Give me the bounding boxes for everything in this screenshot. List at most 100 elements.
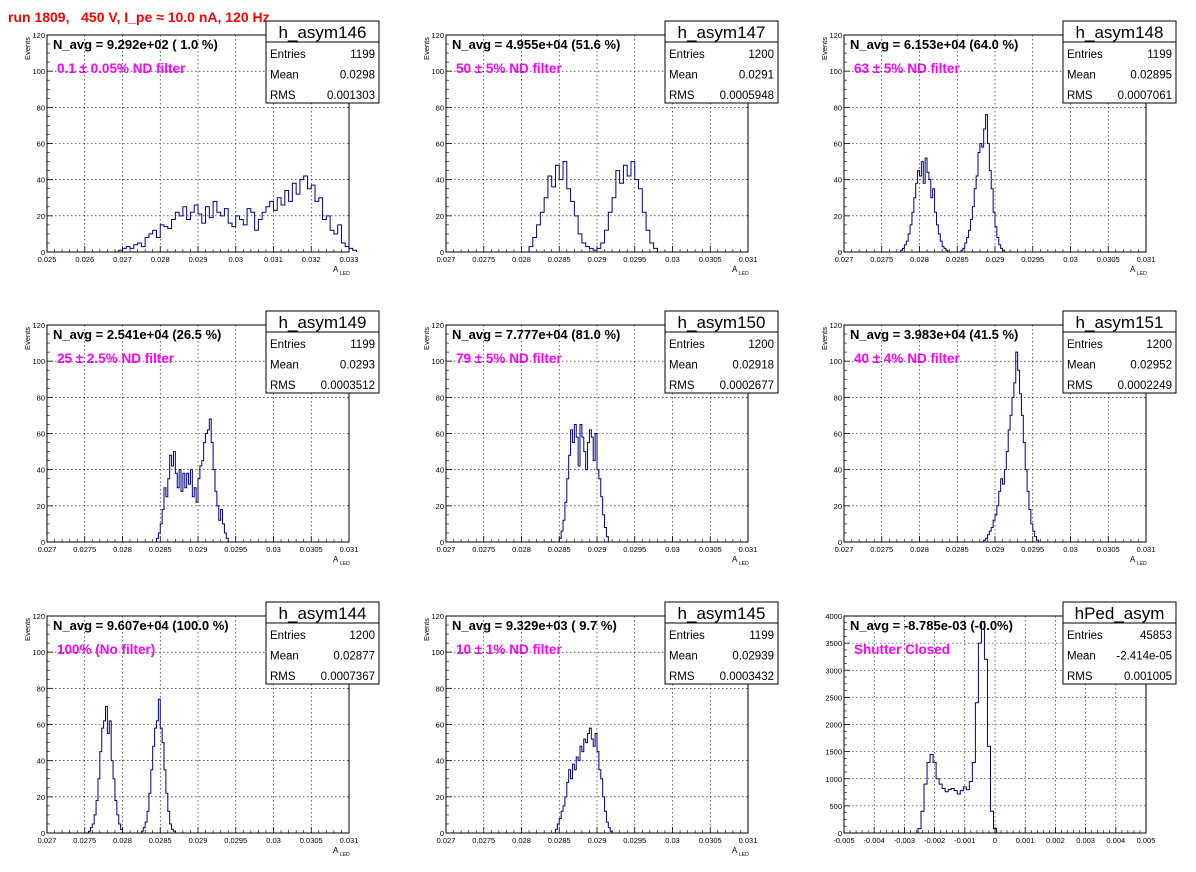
y-tick-label: 120	[431, 31, 444, 40]
stats-label: Entries	[1067, 339, 1103, 351]
x-tick-label: 0.0285	[149, 836, 172, 845]
x-tick-label: 0.0285	[946, 545, 969, 554]
x-tick-label: 0.031	[340, 545, 359, 554]
x-tick-label: 0.028	[910, 545, 929, 554]
y-axis-label: Events	[422, 327, 431, 350]
x-tick-label: 0.028	[512, 836, 531, 845]
stats-label: Mean	[270, 651, 299, 663]
x-tick-label: 0.0285	[946, 255, 969, 264]
x-tick-label: 0.03	[665, 545, 680, 554]
histogram-name: h_asym144	[279, 604, 367, 623]
x-tick-label: 0.031	[739, 545, 758, 554]
histogram-bars	[155, 418, 229, 542]
x-tick-label: 0.031	[1137, 255, 1156, 264]
navg-label: N_avg = 9.329e+03 ( 9.7 %)	[452, 618, 617, 633]
stats-value: 0.001005	[1124, 671, 1172, 683]
x-tick-label: 0	[993, 836, 997, 845]
histogram-bars	[917, 620, 998, 833]
navg-label: N_avg = 9.607e+04 (100.0 %)	[53, 618, 229, 633]
stats-box	[265, 310, 380, 394]
histogram-name: h_asym145	[678, 604, 766, 623]
stats-box	[265, 20, 380, 104]
y-axis-label: Events	[820, 327, 829, 350]
y-tick-label: 100	[829, 67, 842, 76]
y-tick-label: 40	[37, 466, 45, 475]
histogram-bars	[528, 161, 658, 252]
stats-value: 1199	[350, 49, 375, 61]
navg-label: N_avg = 6.153e+04 (64.0 %)	[850, 37, 1018, 52]
stats-label: RMS	[270, 380, 296, 392]
x-axis-label-subscript: LED	[340, 561, 350, 567]
y-axis-label: Events	[422, 618, 431, 641]
y-tick-label: 1500	[825, 748, 842, 757]
stats-value: 0.0002249	[1118, 380, 1172, 392]
histogram-bars	[118, 175, 358, 252]
filter-annotation: 0.1 ± 0.05% ND filter	[57, 61, 186, 76]
x-tick-label: 0.0275	[73, 545, 96, 554]
x-axis-label-subscript: LED	[739, 561, 749, 567]
x-axis-label: A	[732, 265, 738, 274]
y-tick-label: 40	[436, 176, 444, 185]
x-tick-label: 0.0295	[623, 836, 646, 845]
filter-annotation: 10 ± 1% ND filter	[456, 642, 562, 657]
y-tick-label: 60	[37, 140, 45, 149]
y-tick-label: 40	[436, 466, 444, 475]
stats-box	[1062, 310, 1177, 394]
y-tick-label: 80	[37, 103, 45, 112]
x-tick-label: 0.027	[437, 255, 456, 264]
x-axis-label: A	[333, 846, 339, 855]
histogram-panel: 0.027 0.0275 0.028 0.0285 0.029 0.0295 0.03 0.0…	[820, 20, 1177, 277]
y-tick-label: 500	[829, 802, 842, 811]
y-axis-label: Events	[23, 37, 32, 60]
x-tick-label: 0.027	[38, 545, 57, 554]
x-tick-label: 0.0295	[224, 545, 247, 554]
histogram-name: hPed_asym	[1075, 604, 1165, 623]
stats-value: 0.0293	[340, 360, 375, 372]
x-tick-label: 0.0295	[1021, 255, 1044, 264]
stats-label: RMS	[270, 671, 296, 683]
x-tick-label: -0.005	[833, 836, 854, 845]
histogram-panel: 0.027 0.0275 0.028 0.0285 0.029 0.0295 0.03 0.0…	[23, 310, 380, 567]
stats-box	[664, 601, 779, 685]
x-tick-label: 0.0305	[300, 545, 323, 554]
x-tick-label: 0.03	[266, 545, 281, 554]
y-tick-label: 80	[436, 103, 444, 112]
histogram-panel: 0.027 0.0275 0.028 0.0285 0.029 0.0295 0.03 0.0…	[422, 310, 779, 567]
y-tick-label: 100	[32, 67, 45, 76]
stats-value: 0.02939	[732, 651, 774, 663]
stats-label: Entries	[270, 49, 306, 61]
x-tick-label: 0.0285	[548, 836, 571, 845]
y-tick-label: 40	[436, 757, 444, 766]
x-axis-label-subscript: LED	[340, 271, 350, 277]
x-tick-label: 0.0275	[472, 545, 495, 554]
x-axis-label-subscript: LED	[1137, 271, 1147, 277]
stats-label: Entries	[1067, 630, 1103, 642]
navg-label: N_avg = -8.785e-03 (-0.0%)	[850, 618, 1013, 633]
y-tick-label: 120	[32, 31, 45, 40]
stats-value: 0.02918	[732, 360, 774, 372]
x-tick-label: 0.03	[266, 836, 281, 845]
x-tick-label: 0.03	[1063, 545, 1078, 554]
histogram-name: h_asym148	[1076, 23, 1164, 42]
stats-value: 0.02952	[1130, 360, 1172, 372]
stats-value: 45853	[1140, 630, 1172, 642]
x-tick-label: 0.033	[340, 255, 359, 264]
filter-annotation: 79 ± 5% ND filter	[456, 351, 562, 366]
stats-box	[1062, 601, 1177, 685]
x-axis-label: A	[333, 555, 339, 564]
x-tick-label: 0.005	[1137, 836, 1156, 845]
filter-annotation: 50 ± 5% ND filter	[456, 61, 562, 76]
x-axis-label: A	[732, 846, 738, 855]
x-tick-label: 0.031	[739, 836, 758, 845]
y-axis-label: Events	[23, 327, 32, 350]
stats-label: Mean	[669, 70, 698, 82]
y-tick-label: 100	[431, 357, 444, 366]
x-tick-label: 0.03	[665, 836, 680, 845]
stats-box	[1062, 20, 1177, 104]
histogram-panel: -0.005 -0.004 -0.003 -0.002 -0.001 0 0.001 0.00…	[825, 601, 1177, 845]
x-tick-label: 0.0285	[548, 255, 571, 264]
x-tick-label: 0.032	[302, 255, 321, 264]
y-tick-label: 0	[838, 829, 842, 838]
stats-value: 0.0003432	[720, 671, 774, 683]
y-tick-label: 20	[37, 212, 45, 221]
